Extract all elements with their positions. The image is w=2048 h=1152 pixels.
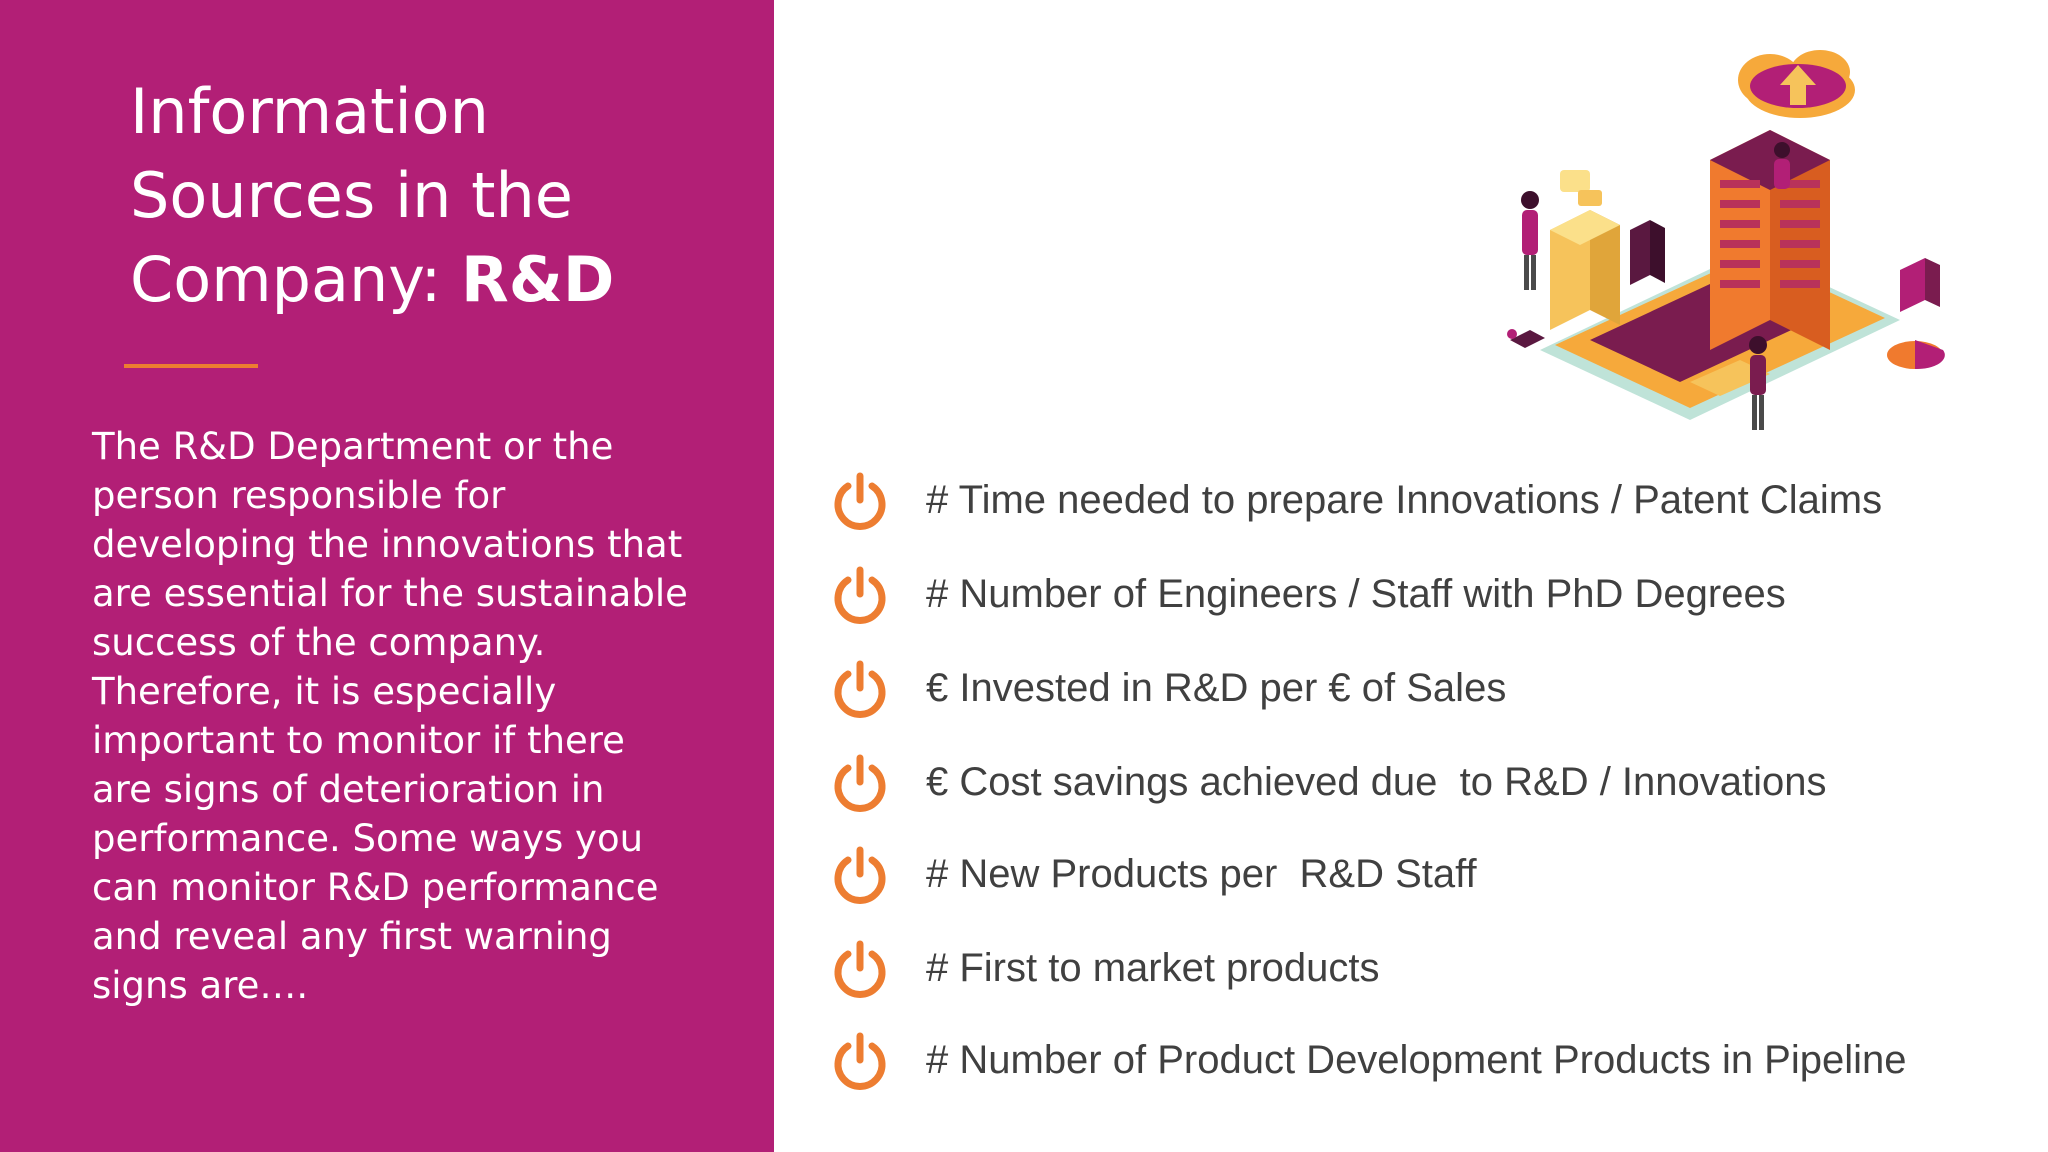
power-icon <box>834 846 886 904</box>
list-item: # First to market products <box>820 928 2020 1008</box>
body-line: performance. Some ways you <box>92 817 644 860</box>
body-line: can monitor R&D performance <box>92 866 659 909</box>
list-item: # Time needed to prepare Innovations / P… <box>820 460 2020 540</box>
body-line: success of the company. <box>92 621 546 664</box>
slide-title: Information Sources in the Company: R&D <box>130 70 750 322</box>
left-panel: Information Sources in the Company: R&D … <box>0 0 774 1152</box>
title-line-2: Sources in the <box>130 159 573 232</box>
bullet-text: # Time needed to prepare Innovations / P… <box>926 478 1883 522</box>
body-line: and reveal any first warning <box>92 915 612 958</box>
bullet-text: € Cost savings achieved due to R&D / Inn… <box>926 760 1827 804</box>
title-emphasis: R&D <box>461 243 615 316</box>
list-item: # Number of Engineers / Staff with PhD D… <box>820 554 2020 634</box>
power-icon <box>834 566 886 624</box>
title-line-3: Company: R&D <box>130 238 750 322</box>
body-line: are signs of deterioration in <box>92 768 605 811</box>
body-line: are essential for the sustainable <box>92 572 688 615</box>
bullet-text: # Number of Product Development Products… <box>926 1038 1907 1082</box>
accent-divider <box>124 364 258 368</box>
body-line: developing the innovations that <box>92 523 683 566</box>
bullet-text: # Number of Engineers / Staff with PhD D… <box>926 572 1786 616</box>
list-item: € Invested in R&D per € of Sales <box>820 648 2020 728</box>
body-line: Therefore, it is especially <box>92 670 557 713</box>
body-line: signs are…. <box>92 964 309 1007</box>
power-icon <box>834 754 886 812</box>
power-icon <box>834 940 886 998</box>
list-item: # New Products per R&D Staff <box>820 834 2020 914</box>
power-icon <box>834 472 886 530</box>
body-line: important to monitor if there <box>92 719 625 762</box>
body-line: person responsible for <box>92 474 506 517</box>
body-line: The R&D Department or the <box>92 425 614 468</box>
power-icon <box>834 1032 886 1090</box>
list-item: € Cost savings achieved due to R&D / Inn… <box>820 742 2020 822</box>
bullet-text: # First to market products <box>926 946 1380 990</box>
power-icon <box>834 660 886 718</box>
data-center-illustration <box>1507 50 1945 430</box>
body-paragraph: The R&D Department or the person respons… <box>92 422 752 1010</box>
title-line-1: Information <box>130 75 489 148</box>
list-item: # Number of Product Development Products… <box>820 1020 2020 1100</box>
bullet-text: € Invested in R&D per € of Sales <box>926 666 1507 710</box>
title-line-3-prefix: Company: <box>130 243 462 316</box>
bullet-text: # New Products per R&D Staff <box>926 852 1477 896</box>
